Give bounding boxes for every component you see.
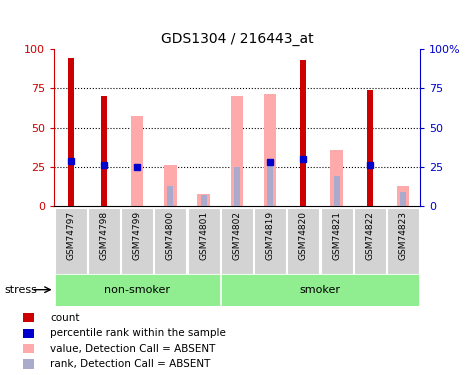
Text: value, Detection Call = ABSENT: value, Detection Call = ABSENT xyxy=(50,344,215,354)
Bar xyxy=(88,208,120,274)
Text: GSM74797: GSM74797 xyxy=(66,211,75,260)
Text: GSM74819: GSM74819 xyxy=(265,211,275,260)
Bar xyxy=(154,208,186,274)
Bar xyxy=(121,208,153,274)
Bar xyxy=(131,117,144,206)
Text: GSM74821: GSM74821 xyxy=(332,211,341,260)
Text: stress: stress xyxy=(5,285,38,295)
Text: GSM74822: GSM74822 xyxy=(365,211,374,260)
Bar xyxy=(54,274,219,306)
Text: percentile rank within the sample: percentile rank within the sample xyxy=(50,328,226,338)
Bar xyxy=(267,162,273,206)
Text: non-smoker: non-smoker xyxy=(104,285,170,295)
Bar xyxy=(54,208,86,274)
Bar xyxy=(397,186,409,206)
Bar xyxy=(23,313,34,322)
Title: GDS1304 / 216443_at: GDS1304 / 216443_at xyxy=(160,32,313,46)
Bar xyxy=(23,344,34,353)
Bar xyxy=(254,208,286,274)
Bar xyxy=(164,165,177,206)
Bar xyxy=(330,150,343,206)
Bar xyxy=(287,208,319,274)
Text: GSM74800: GSM74800 xyxy=(166,211,175,260)
Bar xyxy=(23,360,34,369)
Text: rank, Detection Call = ABSENT: rank, Detection Call = ABSENT xyxy=(50,359,210,369)
Bar xyxy=(167,186,174,206)
Bar xyxy=(333,176,340,206)
Text: GSM74798: GSM74798 xyxy=(99,211,108,260)
Text: GSM74820: GSM74820 xyxy=(299,211,308,260)
Bar xyxy=(321,208,353,274)
Bar xyxy=(264,94,276,206)
Bar xyxy=(400,192,406,206)
Bar xyxy=(221,274,419,306)
Text: GSM74823: GSM74823 xyxy=(399,211,408,260)
Bar xyxy=(188,208,219,274)
Bar xyxy=(387,208,419,274)
Bar xyxy=(231,96,243,206)
Bar xyxy=(101,96,107,206)
Bar xyxy=(23,328,34,338)
Text: GSM74799: GSM74799 xyxy=(133,211,142,260)
Bar xyxy=(367,90,373,206)
Bar xyxy=(201,195,206,206)
Bar xyxy=(68,58,74,206)
Text: count: count xyxy=(50,313,79,323)
Bar xyxy=(221,208,253,274)
Bar xyxy=(197,194,210,206)
Bar xyxy=(300,60,306,206)
Bar xyxy=(354,208,386,274)
Text: GSM74802: GSM74802 xyxy=(232,211,242,260)
Text: GSM74801: GSM74801 xyxy=(199,211,208,260)
Bar xyxy=(234,167,240,206)
Text: smoker: smoker xyxy=(300,285,340,295)
